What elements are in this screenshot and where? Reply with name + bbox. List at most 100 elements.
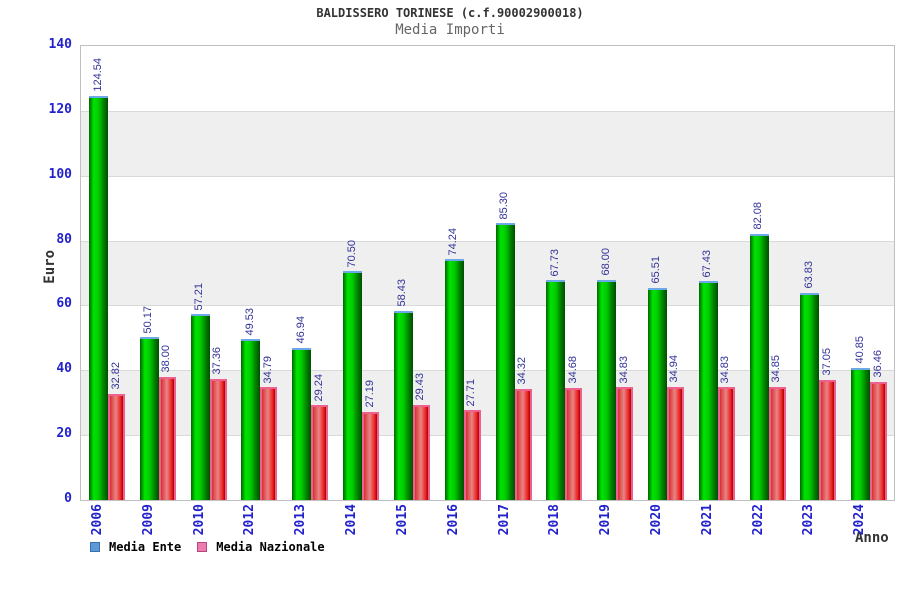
- bar-media-nazionale: [870, 381, 888, 500]
- y-axis-label: Euro: [42, 250, 58, 284]
- bar-media-ente: [190, 314, 210, 500]
- x-tick-label: 2021: [699, 504, 715, 536]
- bar-media-nazionale: [158, 376, 176, 500]
- grid-band-white: [81, 175, 894, 241]
- x-tick-label: 2022: [750, 504, 766, 536]
- chart-subtitle: Media Importi: [395, 22, 505, 38]
- bar-media-nazionale: [514, 388, 532, 500]
- bar-value-label-media-ente: 67.43: [701, 249, 714, 278]
- y-tick-label: 120: [48, 101, 72, 117]
- x-tick-label: 2019: [598, 504, 614, 536]
- bar-media-ente: [292, 347, 312, 500]
- bar-media-ente: [546, 280, 566, 500]
- bar-media-nazionale: [666, 386, 684, 500]
- bar-media-nazionale: [260, 387, 278, 500]
- bar-value-label-media-ente: 124.54: [91, 58, 104, 93]
- bar-media-ente: [393, 310, 413, 500]
- x-tick-label: 2013: [293, 504, 309, 536]
- bar-media-nazionale: [311, 405, 329, 500]
- bar-value-label-media-nazionale: 34.85: [770, 355, 783, 383]
- x-tick-label: 2018: [547, 504, 563, 536]
- legend-item-media-nazionale: Media Nazionale: [197, 540, 325, 554]
- grid-band-gray: [81, 110, 894, 176]
- bar-value-label-media-ente: 40.85: [853, 336, 866, 364]
- bar-media-nazionale: [717, 387, 735, 500]
- legend-label-media-nazionale: Media Nazionale: [216, 540, 325, 554]
- bar-media-ente: [139, 337, 159, 500]
- y-tick-label: 140: [48, 37, 72, 52]
- x-tick-label: 2020: [648, 504, 664, 536]
- bar-media-ente: [851, 367, 871, 500]
- bar-value-label-media-nazionale: 34.83: [719, 355, 732, 384]
- bar-value-label-media-nazionale: 34.94: [668, 355, 681, 383]
- bar-media-ente: [749, 233, 769, 500]
- bar-value-label-media-nazionale: 27.19: [363, 380, 376, 408]
- bar-media-ente: [800, 293, 820, 500]
- bar-media-nazionale: [565, 387, 583, 500]
- bar-value-label-media-nazionale: 37.05: [820, 348, 833, 376]
- plot-area: 124.54 32.82 50.17 38.00 57.21 37.36 49.53 34.7…: [80, 45, 895, 501]
- x-tick-label: 2015: [394, 504, 410, 536]
- y-tick-label: 60: [56, 296, 72, 312]
- bar-media-nazionale: [412, 404, 430, 500]
- bar-media-nazionale: [463, 410, 481, 500]
- bar-media-ente: [698, 281, 718, 500]
- bar-value-label-media-ente: 82.08: [752, 202, 765, 230]
- x-tick-label: 2017: [496, 504, 512, 536]
- legend-label-media-ente: Media Ente: [109, 540, 182, 554]
- x-tick-label: 2012: [242, 504, 258, 536]
- x-tick-label: 2024: [852, 504, 868, 536]
- bar-media-nazionale: [819, 379, 837, 500]
- x-tick-label: 2009: [140, 504, 156, 536]
- legend-item-media-ente: Media Ente: [90, 540, 181, 554]
- bar-value-label-media-nazionale: 32.82: [109, 362, 122, 390]
- bar-value-label-media-ente: 67.73: [548, 248, 561, 277]
- bar-media-nazionale: [616, 387, 634, 500]
- bar-media-ente: [241, 339, 261, 500]
- bar-media-nazionale: [768, 387, 786, 500]
- bar-value-label-media-ente: 57.21: [193, 282, 206, 311]
- grid-band-white: [81, 46, 894, 111]
- bar-value-label-media-nazionale: 38.00: [160, 345, 173, 373]
- bar-value-label-media-nazionale: 34.79: [261, 355, 274, 384]
- media-ente-swatch-icon: [90, 542, 100, 552]
- media-nazionale-swatch-icon: [197, 542, 208, 552]
- y-tick-label: 0: [64, 491, 72, 506]
- bar-value-label-media-nazionale: 29.24: [312, 373, 325, 402]
- y-tick-label: 80: [56, 231, 72, 247]
- bar-media-ente: [597, 279, 617, 500]
- legend: Media Ente Media Nazionale: [90, 540, 325, 554]
- bar-value-label-media-nazionale: 36.46: [871, 350, 884, 378]
- x-tick-label: 2014: [344, 504, 360, 536]
- y-tick-label: 100: [48, 166, 72, 182]
- chart-title: BALDISSERO TORINESE (c.f.90002900018): [316, 6, 584, 20]
- bar-value-label-media-nazionale: 37.36: [211, 347, 224, 375]
- bar-value-label-media-ente: 74.24: [447, 227, 460, 256]
- x-tick-label: 2010: [191, 504, 207, 536]
- x-tick-label: 2006: [90, 504, 105, 536]
- bar-media-ente: [647, 287, 667, 500]
- bar-value-label-media-ente: 63.83: [802, 261, 815, 290]
- bar-value-label-media-ente: 49.53: [243, 307, 256, 336]
- bar-value-label-media-ente: 85.30: [498, 191, 510, 220]
- bar-media-ente: [444, 259, 464, 500]
- bar-media-nazionale: [209, 378, 227, 500]
- x-axis-label: Anno: [855, 530, 889, 546]
- bar-value-label-media-ente: 70.50: [345, 239, 358, 268]
- x-tick-label: 2023: [801, 504, 817, 536]
- bar-media-ente: [495, 223, 515, 500]
- bar-media-ente: [343, 271, 363, 500]
- bar-value-label-media-ente: 46.94: [294, 316, 307, 344]
- bar-value-label-media-ente: 50.17: [142, 305, 155, 334]
- bar-media-nazionale: [362, 411, 380, 500]
- bar-value-label-media-nazionale: 34.68: [566, 356, 579, 384]
- bar-value-label-media-nazionale: 34.83: [617, 355, 630, 384]
- x-tick-label: 2016: [445, 504, 461, 536]
- bar-value-label-media-nazionale: 29.43: [414, 373, 427, 401]
- bar-media-nazionale: [108, 393, 125, 500]
- bar-value-label-media-nazionale: 34.32: [516, 357, 528, 385]
- bar-value-label-media-ente: 68.00: [599, 247, 612, 276]
- bar-value-label-media-nazionale: 27.71: [465, 378, 478, 407]
- y-tick-label: 20: [56, 426, 72, 442]
